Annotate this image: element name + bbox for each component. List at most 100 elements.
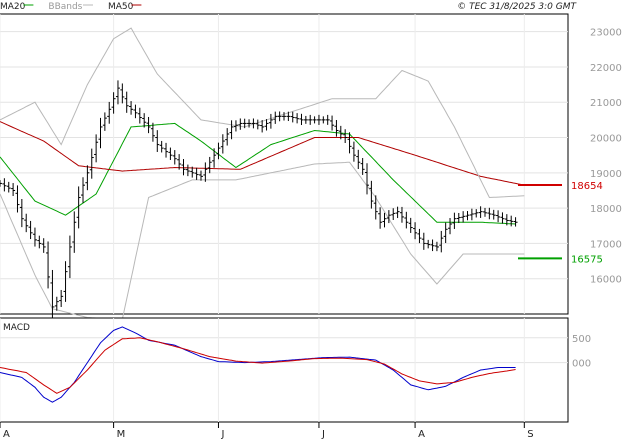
price-tick-label: 21000 [590,98,622,109]
ohlc-bar [133,104,138,119]
ohlc-bars [0,80,518,320]
ohlc-bar [330,115,335,131]
level-marker-label: 16575 [571,254,603,265]
ohlc-bar [426,239,431,249]
ohlc-bar [251,118,256,129]
ohlc-bar [129,101,134,115]
ohlc-bar [81,177,86,203]
ohlc-bar [142,113,147,128]
ohlc-bar [264,119,269,131]
price-tick-label: 18000 [590,204,622,215]
ohlc-bar [120,83,125,104]
macd-plot-area [0,317,569,423]
month-label: A [3,429,10,440]
ohlc-bar [159,140,164,153]
ohlc-bar [111,92,116,114]
ohlc-bar [41,238,46,253]
ohlc-bar [482,207,487,217]
ohlc-bar [351,141,356,162]
price-tick-label: 20000 [590,134,622,145]
price-tick-label: 19000 [590,169,622,180]
ohlc-bar [6,181,11,193]
ohlc-bar [229,120,234,140]
ohlc-bar [395,206,400,219]
ohlc-bar [478,206,483,218]
ohlc-bar [19,198,24,228]
copyright-text: © TEC 31/8/2025 3:0 GMT [457,2,577,12]
ohlc-bar [295,113,300,124]
ohlc-bar [220,134,225,154]
ohlc-bar [491,209,496,220]
ohlc-bar [369,180,374,209]
ohlc-bar [67,235,72,279]
ohlc-bar [238,118,243,130]
macd-title: MACD [3,323,30,333]
ohlc-bar [421,232,426,250]
legend-label: BBands [48,2,82,12]
price-tick-label: 16000 [590,275,622,286]
ohlc-bar [487,207,492,220]
ohlc-bar [430,239,435,252]
ohlc-bar [443,222,448,243]
month-label: J [321,429,325,440]
month-label: A [418,429,425,440]
ohlc-bar [303,115,308,124]
macd-panel: 000 500 MACD [0,317,591,423]
ohlc-bar [439,230,444,253]
ohlc-bar [107,101,112,124]
price-plot-area [0,13,569,315]
macd-tick-label: 500 [572,334,591,345]
ohlc-bar [286,111,291,122]
ohlc-bar [469,208,474,221]
overlay-line-ma20 [0,122,516,225]
ohlc-bar [24,213,29,233]
ohlc-bar [334,120,339,137]
ohlc-bar [386,210,391,224]
month-label: J [220,429,224,440]
ohlc-bar [465,211,470,221]
ohlc-bar [509,215,514,227]
ohlc-bar [89,148,94,179]
ohlc-bar [312,116,317,124]
ohlc-bar [168,147,173,160]
ohlc-bar [212,148,217,168]
price-panel: 16000 17000 18000 19000 20000 21000 22000 23000… [0,13,622,320]
ohlc-bar [474,209,479,218]
ohlc-bar [28,220,33,240]
ohlc-bar [452,212,457,229]
ohlc-bar [273,111,278,124]
ohlc-bar [233,120,238,132]
ohlc-bar [76,186,81,229]
ohlc-bar [378,207,383,229]
ohlc-bar [150,122,155,142]
ohlc-bar [203,162,208,182]
chart-header: MA20 BBands MA50 © TEC 31/8/2025 3:0 GMT [0,2,578,12]
ohlc-bar [456,212,461,224]
ohlc-bar [15,185,20,213]
ohlc-bar [46,241,51,289]
ohlc-bar [37,235,42,249]
ohlc-bar [216,142,221,160]
ohlc-bar [102,112,107,131]
ohlc-bar [347,132,352,154]
legend: MA20 BBands MA50 [0,2,142,12]
ohlc-bar [137,107,142,124]
ohlc-bar [399,206,404,223]
ohlc-bar [408,217,413,233]
ohlc-bar [181,159,186,176]
ohlc-bar [461,211,466,223]
ohlc-bar [59,289,64,307]
ohlc-bar [54,296,59,311]
ohlc-bar [72,211,77,253]
ohlc-bar [325,114,330,125]
ohlc-bar [268,113,273,129]
ohlc-bar [360,158,365,175]
ohlc-bar [513,217,518,227]
ohlc-bar [316,114,321,125]
ohlc-bar [434,241,439,252]
legend-label: MA50 [108,2,134,12]
ohlc-bar [321,116,326,124]
ohlc-bar [417,228,422,244]
ohlc-bar [190,166,195,178]
